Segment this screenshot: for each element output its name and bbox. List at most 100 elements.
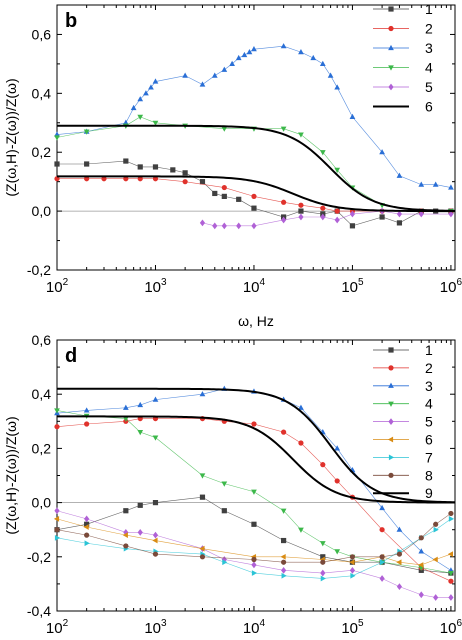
x-tick-base: 10	[341, 620, 358, 637]
x-tick-base: 10	[243, 279, 260, 296]
data-point	[319, 60, 326, 66]
x-tick-base: 10	[144, 620, 161, 637]
x-tick-label: 106	[440, 277, 462, 296]
x-tick-base: 10	[243, 620, 260, 637]
data-point	[182, 170, 188, 176]
data-point	[152, 551, 159, 557]
data-point	[84, 540, 90, 547]
data-point	[418, 562, 424, 568]
data-point	[212, 190, 218, 197]
data-point	[396, 551, 403, 557]
legend-marker	[387, 436, 394, 443]
series-3	[54, 43, 454, 190]
data-point	[199, 545, 205, 552]
data-point	[448, 184, 454, 190]
y-axis-label: (Z(ω,H)-Z(ω))/Z(ω)	[3, 416, 19, 534]
data-point	[396, 559, 402, 566]
fit-curve	[57, 387, 456, 504]
data-point	[251, 46, 257, 52]
x-tick-exponent: 2	[63, 277, 69, 288]
data-point	[334, 478, 340, 484]
series-line	[56, 418, 452, 582]
fit-curve	[57, 175, 455, 213]
data-point	[221, 184, 227, 191]
data-point	[281, 572, 287, 579]
data-point	[246, 48, 253, 55]
data-point	[83, 129, 90, 135]
data-point	[84, 515, 90, 523]
data-point	[379, 575, 385, 582]
y-tick-label: 0,6	[32, 332, 52, 348]
data-point	[251, 489, 257, 495]
series-8	[54, 510, 454, 565]
data-point	[137, 114, 144, 121]
legend-label: 5	[425, 79, 433, 95]
x-tick-exponent: 3	[161, 277, 167, 288]
data-point	[54, 176, 60, 182]
x-tick-label: 102	[46, 277, 69, 296]
data-point	[320, 205, 326, 211]
data-point	[349, 566, 356, 574]
data-point	[152, 531, 159, 539]
data-point	[222, 559, 228, 566]
data-point	[281, 429, 287, 435]
data-point	[122, 416, 129, 422]
y-tick-label: 0,4	[32, 386, 52, 402]
data-point	[418, 181, 425, 187]
x-tick-exponent: 5	[358, 618, 364, 629]
series-5	[54, 507, 454, 601]
x-tick-label: 106	[440, 618, 462, 637]
data-point	[211, 72, 218, 78]
data-point	[379, 527, 385, 533]
series-5	[199, 207, 454, 230]
data-point	[280, 553, 286, 560]
x-tick-label: 105	[341, 618, 364, 637]
series-4	[54, 114, 454, 215]
series-line	[56, 510, 451, 598]
data-point	[281, 559, 287, 565]
y-tick-label: 0,2	[32, 440, 52, 456]
data-point	[334, 549, 341, 555]
data-point	[396, 220, 403, 226]
data-point	[379, 554, 385, 560]
data-point	[298, 48, 304, 55]
data-point	[251, 556, 257, 563]
legend-label: 3	[425, 40, 433, 56]
data-point	[432, 556, 438, 563]
x-tick-label: 104	[243, 618, 266, 637]
data-point	[349, 554, 356, 560]
data-point	[396, 172, 403, 178]
data-point	[84, 532, 90, 538]
x-tick-exponent: 4	[260, 618, 266, 629]
data-point	[349, 113, 356, 119]
y-tick-label: 0,0	[32, 203, 52, 219]
data-point	[137, 176, 143, 182]
data-point	[334, 216, 340, 224]
data-point	[152, 78, 159, 84]
legend-marker	[388, 25, 394, 32]
data-point	[334, 167, 341, 174]
data-point	[433, 526, 439, 533]
data-point	[319, 150, 326, 156]
y-tick-label: 0,2	[32, 144, 52, 160]
y-tick-label: -0,2	[27, 549, 51, 565]
data-point	[182, 179, 188, 185]
data-point	[123, 158, 129, 164]
x-tick-exponent: 3	[161, 618, 167, 629]
y-tick-label: 0,0	[32, 495, 52, 511]
x-tick-base: 10	[440, 620, 457, 637]
data-point	[152, 435, 159, 441]
data-point	[152, 164, 159, 170]
data-point	[280, 126, 287, 132]
data-point	[298, 404, 304, 410]
data-point	[130, 104, 137, 111]
data-point	[280, 508, 287, 514]
data-point	[350, 572, 356, 579]
data-point	[298, 527, 304, 533]
data-point	[84, 161, 90, 167]
x-tick-label: 103	[144, 277, 167, 296]
data-point	[84, 176, 90, 182]
data-point	[396, 583, 403, 590]
data-point	[349, 559, 355, 566]
data-point	[54, 161, 60, 167]
